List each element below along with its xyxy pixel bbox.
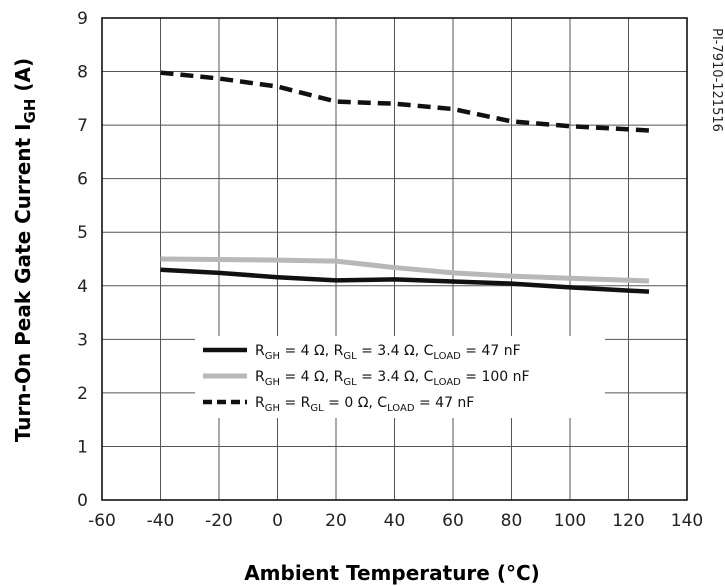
x-tick-label: 0 (272, 511, 283, 531)
legend-label-part: LOAD (433, 351, 461, 362)
y-tick-label: 6 (77, 170, 88, 190)
y-axis-title-unit: (A) (11, 58, 35, 99)
legend-label-part: R (255, 343, 265, 359)
legend-label-part: = 3.4 Ω, C (357, 369, 434, 385)
legend-label-part: LOAD (433, 377, 461, 388)
legend-label-part: = 4 Ω, R (280, 343, 344, 359)
x-tick-label: 100 (554, 511, 586, 531)
x-tick-label: -40 (147, 511, 175, 531)
y-tick-label: 7 (77, 116, 88, 136)
legend-label-part: = 4 Ω, R (280, 369, 344, 385)
legend-label-part: GL (310, 403, 324, 414)
legend-label-part: = 3.4 Ω, C (357, 343, 434, 359)
y-axis-title-main: Turn-On Peak Gate Current I (11, 123, 35, 442)
legend-label-3: RGH = RGL = 0 Ω, CLOAD = 47 nF (255, 395, 474, 414)
legend-label-part: = 100 nF (461, 369, 530, 385)
legend-label-2: RGH = 4 Ω, RGL = 3.4 Ω, CLOAD = 100 nF (255, 369, 530, 388)
series-lines (160, 70, 650, 294)
y-tick-label: 0 (77, 491, 88, 511)
x-tick-label: 120 (612, 511, 644, 531)
legend-label-part: GH (265, 351, 280, 362)
y-tick-label: 3 (77, 330, 88, 350)
plot-frame (101, 17, 688, 501)
legend-label-part: GH (265, 377, 280, 388)
x-tick-label: 40 (384, 511, 406, 531)
legend-label-part: = R (280, 395, 311, 411)
series-line-1 (160, 267, 650, 294)
y-tick-label: 8 (77, 63, 88, 83)
x-tick-label: -60 (88, 511, 116, 531)
y-tick-label: 5 (77, 223, 88, 243)
legend-label-part: LOAD (387, 403, 415, 414)
legend: RGH = 4 Ω, RGL = 3.4 Ω, CLOAD = 47 nFRGH… (195, 336, 605, 418)
legend-label-part: GL (343, 377, 357, 388)
legend-label-part: GH (265, 403, 280, 414)
legend-label-part: R (255, 369, 265, 385)
x-tick-label: -20 (205, 511, 233, 531)
y-axis-title: Turn-On Peak Gate Current IGH (A) (11, 58, 39, 442)
legend-label-part: = 0 Ω, C (324, 395, 388, 411)
x-tick-label: 20 (325, 511, 347, 531)
legend-label-part: = 47 nF (415, 395, 475, 411)
legend-box (195, 336, 605, 418)
x-axis-ticks: -60 -40 -20 0 20 40 60 80 100 120 140 (88, 511, 703, 531)
series-line-3 (160, 70, 650, 133)
x-tick-label: 140 (671, 511, 703, 531)
y-axis-title-subscript: GH (21, 99, 39, 124)
legend-label-part: R (255, 395, 265, 411)
x-tick-label: 80 (501, 511, 523, 531)
x-tick-label: 60 (442, 511, 464, 531)
y-tick-label: 4 (77, 277, 88, 297)
y-tick-label: 2 (77, 384, 88, 404)
series-line-2 (160, 256, 650, 284)
x-axis-title: Ambient Temperature (°C) (244, 561, 540, 585)
figure-id-label: PI-7910-121516 (709, 28, 724, 132)
y-axis-ticks: 0 1 2 3 4 5 6 7 8 9 (77, 9, 88, 511)
legend-label-part: = 47 nF (461, 343, 521, 359)
legend-label-1: RGH = 4 Ω, RGL = 3.4 Ω, CLOAD = 47 nF (255, 343, 521, 362)
legend-label-part: GL (343, 351, 357, 362)
y-tick-label: 1 (77, 437, 88, 457)
y-tick-label: 9 (77, 9, 88, 29)
